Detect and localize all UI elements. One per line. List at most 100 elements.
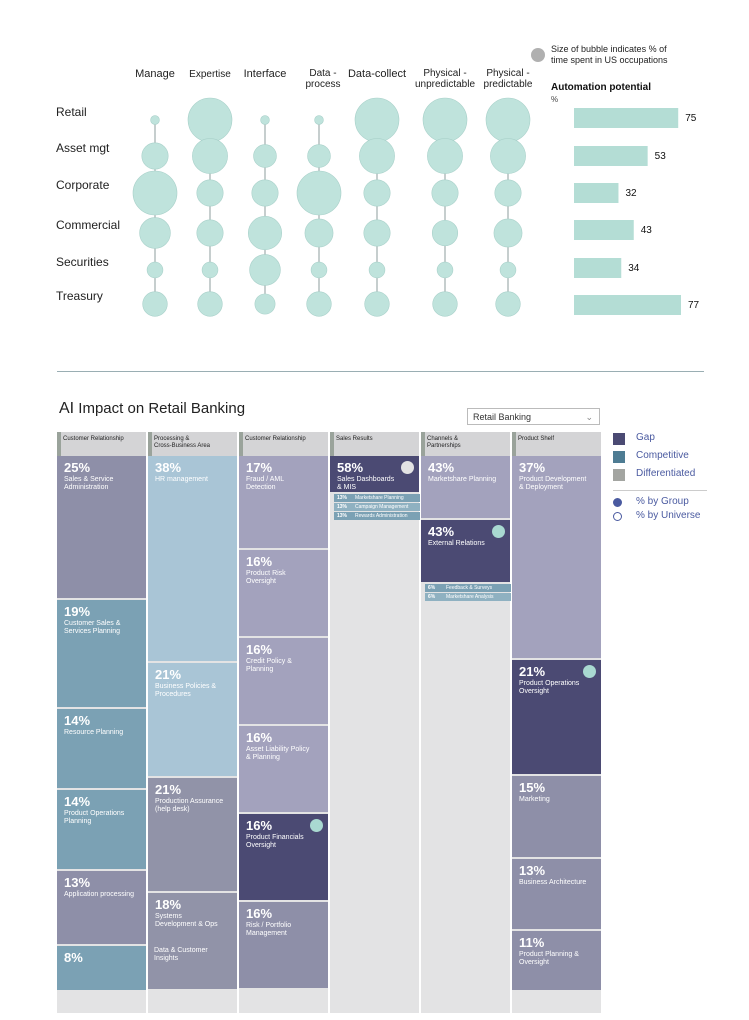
sub-tile[interactable]: 13% Marketshare Planning xyxy=(334,494,420,502)
treemap-tile[interactable]: 16% Product Risk Oversight xyxy=(239,550,328,636)
automation-bar-label: 34 xyxy=(628,263,640,274)
radio-label: % by Universe xyxy=(636,510,701,521)
treemap-column-sales-results: Sales Results 58% Sales Dashboards & MIS 13… xyxy=(330,432,420,1013)
column-header-label: Channels & Partnerships xyxy=(427,436,461,449)
sub-tile[interactable]: 13% Campaign Management xyxy=(334,503,420,511)
bubble xyxy=(187,97,233,143)
treemap-tile[interactable]: 21% Product Operations Oversight xyxy=(512,660,601,774)
sub-tile-percent: 13% xyxy=(337,504,348,510)
column-header-tab xyxy=(421,432,425,456)
treemap-tile[interactable]: 17% Fraud / AML Detection xyxy=(239,456,328,548)
treemap-tile[interactable]: 15% Marketing xyxy=(512,776,601,857)
automation-bar-label: 77 xyxy=(688,300,700,311)
tile-percent: 19% xyxy=(64,604,91,619)
tile-percent: 14% xyxy=(64,794,91,809)
impact-title: AI Impact on Retail Banking xyxy=(59,400,245,418)
treemap-tile[interactable]: 13% Application processing xyxy=(57,871,146,944)
treemap-tile[interactable]: 43% External Relations xyxy=(421,520,510,582)
radio-checked-icon[interactable] xyxy=(613,498,622,507)
treemap-tile[interactable]: 21% Production Assurance (help desk) xyxy=(148,778,237,891)
column-header-tab xyxy=(239,432,243,456)
row-label: Treasury xyxy=(56,289,103,303)
legend-bubble-icon xyxy=(531,48,545,62)
legend-swatch xyxy=(613,469,625,481)
treemap-tile[interactable]: 25% Sales & Service Administration xyxy=(57,456,146,598)
treemap-column-channels: Channels & Partnerships 43% Marketshare Pl… xyxy=(421,432,511,1013)
bubble xyxy=(432,291,458,317)
automation-bar xyxy=(574,108,679,128)
bubble xyxy=(197,291,223,317)
treemap-tile[interactable]: 18% Systems Development & Ops xyxy=(148,893,237,989)
treemap-tile[interactable]: 14% Product Operations Planning xyxy=(57,790,146,869)
bubble xyxy=(260,115,270,125)
tile-label: Customer Sales & Services Planning xyxy=(64,620,121,635)
highlight-dot-icon xyxy=(310,819,323,832)
automation-title: Automation potential xyxy=(551,82,651,93)
treemap-tile[interactable]: 16% Product Financials Oversight xyxy=(239,814,328,900)
treemap-tile[interactable]: 19% Customer Sales & Services Planning xyxy=(57,600,146,707)
bubble xyxy=(485,97,531,143)
column-header-label: Customer Relationship xyxy=(245,436,306,442)
bubble xyxy=(192,138,228,174)
tile-percent: 8% xyxy=(64,950,83,965)
section-divider xyxy=(57,371,704,372)
treemap-tile[interactable]: 38% HR management xyxy=(148,456,237,661)
bubble xyxy=(422,97,468,143)
radio-unchecked-icon[interactable] xyxy=(613,512,622,521)
automation-bar-label: 43 xyxy=(641,225,653,236)
treemap-tile[interactable]: 43% Marketshare Planning xyxy=(421,456,510,518)
bubble xyxy=(142,291,168,317)
banking-dropdown[interactable]: Retail Banking ⌄ xyxy=(467,408,600,425)
tile-percent: 16% xyxy=(246,642,273,657)
bubble xyxy=(427,138,463,174)
column-header-label: Processing & Cross-Business Area xyxy=(154,436,211,449)
treemap-tile[interactable]: 14% Resource Planning xyxy=(57,709,146,788)
sub-tile[interactable]: 6% Marketshare Analysis xyxy=(425,593,511,601)
treemap-tile[interactable]: 13% Business Architecture xyxy=(512,859,601,929)
column-header: Channels & Partnerships xyxy=(421,432,510,456)
bubble xyxy=(310,261,328,279)
sub-tile-label: Feedback & Surveys xyxy=(446,585,493,591)
highlight-dot-icon xyxy=(492,525,505,538)
column-label: Data -process xyxy=(305,68,340,90)
tile-percent: 37% xyxy=(519,460,546,475)
bubble xyxy=(150,115,160,125)
treemap-tile[interactable]: 37% Product Development & Deployment xyxy=(512,456,601,658)
legend-swatch xyxy=(613,433,625,445)
column-header: Processing & Cross-Business Area xyxy=(148,432,237,456)
tile-label: Business Architecture xyxy=(519,879,587,886)
treemap-tile[interactable]: 16% Asset Liability Policy & Planning xyxy=(239,726,328,812)
tile-label: Credit Policy & Planning xyxy=(246,658,292,673)
impact-title-prefix: AI xyxy=(59,400,75,417)
legend-divider xyxy=(613,490,707,491)
tile-percent: 21% xyxy=(155,667,182,682)
tile-percent: 43% xyxy=(428,524,455,539)
bubble xyxy=(132,170,178,216)
treemap-tile[interactable]: 21% Business Policies & Procedures xyxy=(148,663,237,776)
treemap-tile[interactable]: 11% Product Planning & Oversight xyxy=(512,931,601,990)
highlight-dot-icon xyxy=(583,665,596,678)
tile-percent: 15% xyxy=(519,780,546,795)
legend-label: Competitive xyxy=(636,450,689,461)
tile-label: Product Operations Planning xyxy=(64,810,125,825)
sub-tile[interactable]: 13% Rewards Administration xyxy=(334,512,420,520)
treemap-tile[interactable]: 8% xyxy=(57,946,146,990)
bubble xyxy=(354,97,400,143)
column-label: Data-collect xyxy=(348,68,406,80)
column-header-tab xyxy=(512,432,516,456)
treemap-tile[interactable]: 58% Sales Dashboards & MIS xyxy=(330,456,419,492)
treemap-tile[interactable]: 16% Risk / Portfolio Management xyxy=(239,902,328,988)
sub-tile[interactable]: 6% Feedback & Surveys xyxy=(425,584,511,592)
tile-percent: 17% xyxy=(246,460,273,475)
bubble xyxy=(364,291,390,317)
bubble xyxy=(499,261,517,279)
sub-tile-percent: 13% xyxy=(337,513,348,519)
sub-tile-label: Marketshare Planning xyxy=(355,495,404,501)
automation-bar-label: 32 xyxy=(625,188,637,199)
bubble xyxy=(306,291,332,317)
treemap-tile[interactable]: 16% Credit Policy & Planning xyxy=(239,638,328,724)
column-header-label: Sales Results xyxy=(336,436,373,442)
bubble xyxy=(196,179,224,207)
legend-label: Differentiated xyxy=(636,468,696,479)
bubble xyxy=(296,170,342,216)
